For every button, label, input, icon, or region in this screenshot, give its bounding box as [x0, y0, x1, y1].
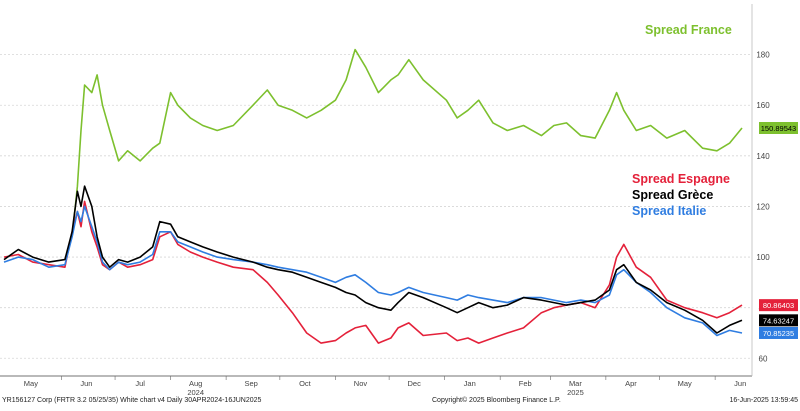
y-tick-label: 160 — [756, 101, 770, 110]
x-tick-label: May — [678, 379, 692, 388]
x-tick-label: Mar — [569, 379, 582, 388]
series-line-1 — [3, 200, 743, 344]
y-tick-label: 140 — [756, 152, 770, 161]
legend-entry: Spread Italie — [632, 204, 706, 218]
x-tick-label: Aug — [189, 379, 202, 388]
x-tick-label: Jan — [464, 379, 476, 388]
legend: Spread France Spread Espagne Spread Grèce S… — [632, 23, 732, 218]
grid — [0, 54, 752, 359]
series-lines — [3, 48, 743, 344]
x-tick-label: Jun — [80, 379, 92, 388]
series-line-0 — [71, 48, 743, 237]
x-tick-label: Jul — [135, 379, 145, 388]
x-tick-label: Sep — [245, 379, 258, 388]
y-tick-label: 120 — [756, 202, 770, 211]
x-tick-label: Dec — [408, 379, 422, 388]
footer-left: YR156127 Corp (FRTR 3.2 05/25/35) White … — [2, 397, 262, 404]
year-label: 2024 — [187, 388, 204, 397]
last-value-box — [759, 326, 798, 339]
last-value-label: 150.89543 — [761, 124, 796, 133]
series-line-2 — [3, 185, 743, 334]
year-label: 2025 — [567, 388, 584, 397]
last-value-labels: 150.89543 80.86403 74.63247 70.85235 — [759, 122, 798, 339]
x-tick-label: Nov — [354, 379, 368, 388]
series-line-3 — [3, 205, 743, 337]
last-value-box — [759, 299, 798, 312]
last-value-label: 74.63247 — [763, 316, 794, 325]
last-value-label: 80.86403 — [763, 301, 794, 310]
plot-area — [0, 0, 750, 376]
legend-entry: Spread Espagne — [632, 172, 730, 186]
footer-timestamp: 16-Jun-2025 13:59:45 — [729, 397, 799, 404]
y-tick-label: 60 — [759, 354, 768, 363]
x-tick-label: May — [24, 379, 38, 388]
y-tick-label: 100 — [756, 253, 770, 262]
last-value-box — [759, 122, 798, 134]
x-axis-ticks: May Jun Jul Aug Sep Oct Nov Dec Jan Feb Mar Apr May J… — [24, 376, 746, 397]
last-value-box — [759, 314, 798, 327]
last-value-label: 70.85235 — [763, 329, 794, 338]
x-tick-label: Oct — [299, 379, 312, 388]
legend-entry: Spread Grèce — [632, 188, 713, 202]
legend-entry: Spread France — [645, 23, 732, 37]
footer-copyright: Copyright© 2025 Bloomberg Finance L.P. — [432, 397, 561, 404]
x-tick-label: Feb — [519, 379, 532, 388]
x-tick-label: Jun — [734, 379, 746, 388]
y-tick-label: 180 — [756, 51, 770, 60]
x-tick-label: Apr — [625, 379, 637, 388]
